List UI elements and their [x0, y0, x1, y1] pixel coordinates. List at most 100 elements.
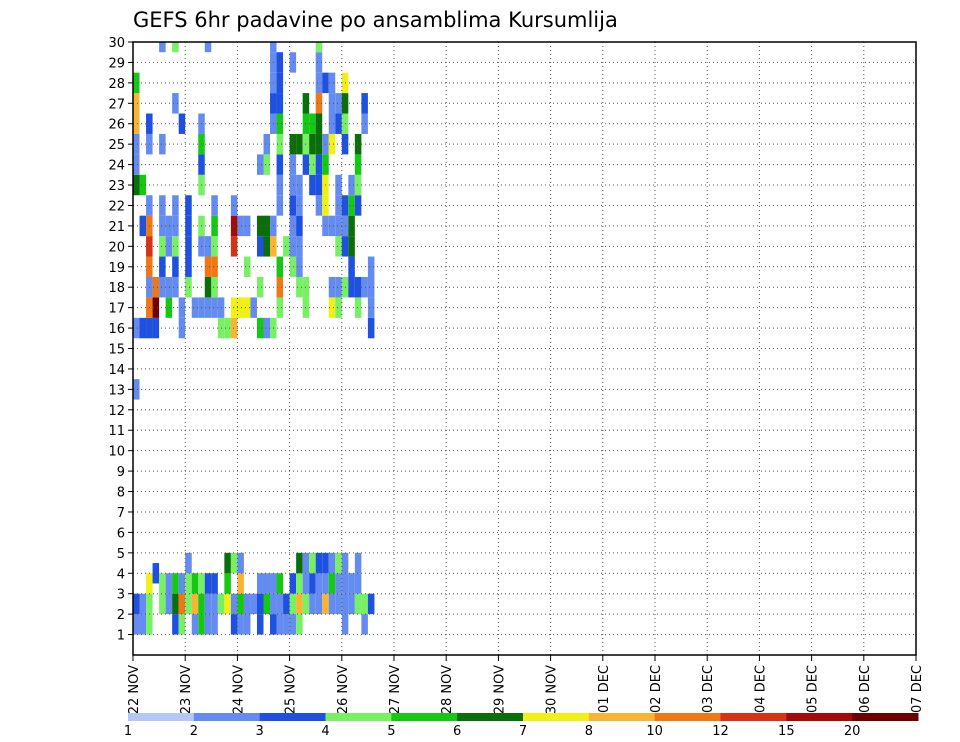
legend-swatch [259, 713, 326, 721]
heatmap-cell [159, 133, 166, 155]
x-tick-label: 23 NOV [179, 665, 194, 714]
heatmap-cell [243, 593, 251, 615]
heatmap-cell [361, 93, 368, 114]
heatmap-cell [172, 276, 179, 298]
heatmap-cell [348, 215, 355, 237]
heatmap-cell [348, 593, 355, 615]
heatmap-cell [224, 552, 231, 574]
heatmap-cell [289, 154, 297, 175]
heatmap-cell [354, 297, 362, 318]
legend-swatch [654, 713, 721, 721]
heatmap-cell [348, 256, 355, 277]
heatmap-cell [159, 593, 166, 615]
heatmap-cell [204, 42, 212, 53]
y-tick-label: 18 [108, 281, 125, 296]
heatmap-cell [204, 236, 212, 257]
chart-title: GEFS 6hr padavine po ansamblima Kursumli… [133, 8, 618, 32]
heatmap-cell [224, 317, 231, 339]
heatmap-cell [204, 297, 212, 318]
heatmap-cell [237, 573, 244, 594]
heatmap-cell [230, 317, 238, 339]
heatmap-cell [263, 236, 271, 257]
x-tick-label: 05 DEC [806, 665, 821, 713]
legend-swatch [720, 713, 787, 721]
heatmap-cell [230, 236, 238, 257]
heatmap-cell [159, 195, 166, 216]
heatmap-cell [178, 573, 186, 594]
heatmap-cell [354, 154, 362, 175]
heatmap-cell [243, 297, 251, 318]
heatmap-cell [289, 52, 297, 73]
y-tick-label: 24 [108, 159, 125, 174]
heatmap-cell [172, 614, 179, 635]
heatmap-cell [185, 236, 192, 257]
heatmap-cell [361, 113, 368, 134]
legend-label: 20 [844, 724, 861, 739]
heatmap-cell [270, 42, 277, 53]
heatmap-cell [204, 593, 212, 615]
x-tick-label: 22 NOV [127, 665, 142, 714]
legend-label: 3 [256, 724, 264, 739]
heatmap-cell [172, 215, 179, 237]
heatmap-cell [335, 276, 342, 298]
heatmap-cell [315, 72, 323, 94]
x-tick-label: 01 DEC [597, 665, 612, 713]
y-tick-label: 5 [117, 547, 125, 562]
heatmap-cell [146, 614, 153, 635]
heatmap-cell [328, 297, 336, 318]
y-tick-label: 23 [108, 179, 125, 194]
heatmap-cell [354, 552, 362, 574]
heatmap-cell [289, 174, 297, 196]
heatmap-cell [204, 276, 212, 298]
heatmap-cell [237, 593, 244, 615]
y-tick-label: 22 [108, 199, 125, 214]
heatmap-cell [204, 573, 212, 594]
heatmap-cell [335, 236, 342, 257]
heatmap-cell [139, 317, 147, 339]
heatmap-cell [367, 317, 375, 339]
legend-swatch [786, 713, 853, 721]
legend-swatch [128, 713, 195, 721]
heatmap-cell [283, 236, 290, 257]
y-tick-label: 4 [117, 567, 125, 582]
y-tick-label: 3 [117, 588, 125, 603]
y-tick-label: 12 [108, 404, 125, 419]
heatmap-cell [178, 614, 186, 635]
heatmap-cell [159, 236, 166, 257]
heatmap-cell [230, 297, 238, 318]
grid-lines [133, 42, 916, 655]
heatmap-cell [263, 593, 271, 615]
heatmap-cell [178, 593, 186, 615]
heatmap-cell [309, 552, 316, 574]
heatmap-cell [315, 93, 323, 114]
heatmap-cell [263, 573, 271, 594]
heatmap-cell [256, 317, 264, 339]
heatmap-cell [224, 593, 231, 615]
y-tick-label: 29 [108, 56, 125, 71]
x-tick-label: 02 DEC [649, 665, 664, 713]
heatmap-cell [296, 195, 303, 216]
heatmap-cell [348, 236, 355, 257]
heatmap-cell [133, 379, 140, 400]
heatmap-cell [289, 593, 297, 615]
heatmap-cell [165, 236, 173, 257]
heatmap-cell [172, 42, 179, 53]
y-tick-label: 15 [108, 343, 125, 358]
heatmap-cell [354, 174, 362, 196]
heatmap-cell [159, 573, 166, 594]
plot-frame [132, 41, 917, 656]
heatmap-cell [270, 573, 277, 594]
legend-label: 1 [124, 724, 132, 739]
heatmap-cell [172, 573, 179, 594]
heatmap-cell [185, 593, 192, 615]
heatmap-cell [165, 215, 173, 237]
heatmap-cell [361, 276, 368, 298]
heatmap-cell [204, 614, 212, 635]
heatmap-cell [302, 573, 310, 594]
heatmap-cell [159, 215, 166, 237]
legend-label: 5 [387, 724, 395, 739]
heatmap-cell [172, 236, 179, 257]
heatmap-cell [276, 174, 284, 196]
heatmap-cell [276, 276, 284, 298]
heatmap-cell [335, 215, 342, 237]
